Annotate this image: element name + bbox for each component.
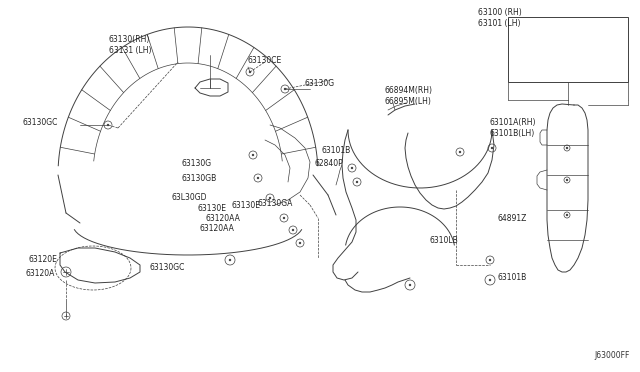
Circle shape (459, 151, 461, 153)
Circle shape (249, 71, 251, 73)
Text: 63120E: 63120E (28, 256, 57, 264)
Text: 63120AA: 63120AA (205, 214, 240, 222)
Text: 63130GC: 63130GC (22, 118, 58, 126)
Text: 66894M(RH)
66895M(LH): 66894M(RH) 66895M(LH) (385, 86, 433, 106)
Text: 63130GA: 63130GA (258, 199, 293, 208)
Circle shape (356, 181, 358, 183)
Text: 63130GC: 63130GC (150, 263, 186, 273)
Text: 63100 (RH)
63101 (LH): 63100 (RH) 63101 (LH) (478, 8, 522, 28)
Text: 63130E: 63130E (197, 203, 226, 212)
Circle shape (292, 229, 294, 231)
Circle shape (489, 279, 491, 281)
Text: 64891Z: 64891Z (498, 214, 527, 222)
Text: 63120A: 63120A (25, 269, 54, 278)
Circle shape (491, 147, 493, 149)
Text: 63130E: 63130E (232, 201, 261, 209)
Text: 62840P: 62840P (315, 158, 344, 167)
Text: 63130G: 63130G (182, 158, 212, 167)
Text: 63120AA: 63120AA (200, 224, 235, 232)
Circle shape (409, 284, 411, 286)
Circle shape (299, 242, 301, 244)
Text: 6310LB: 6310LB (430, 235, 459, 244)
Circle shape (566, 179, 568, 181)
Circle shape (489, 259, 491, 261)
Text: 63L30GD: 63L30GD (172, 192, 207, 202)
Text: 63101B: 63101B (498, 273, 527, 282)
Circle shape (351, 167, 353, 169)
Circle shape (107, 124, 109, 126)
Circle shape (566, 147, 568, 149)
Text: J63000FF: J63000FF (595, 351, 630, 360)
Circle shape (566, 214, 568, 216)
Circle shape (283, 217, 285, 219)
Bar (508, 17, 628, 82)
Circle shape (229, 259, 231, 261)
Circle shape (252, 154, 254, 156)
Circle shape (257, 177, 259, 179)
Text: 63130GB: 63130GB (182, 173, 217, 183)
Text: 63101A(RH)
63101B(LH): 63101A(RH) 63101B(LH) (490, 118, 536, 138)
Circle shape (269, 197, 271, 199)
Text: 63130(RH)
63131 (LH): 63130(RH) 63131 (LH) (109, 35, 151, 55)
Text: 63130CE: 63130CE (248, 55, 282, 64)
Circle shape (284, 88, 286, 90)
Text: 63101B: 63101B (322, 145, 351, 154)
Text: 63130G: 63130G (305, 78, 335, 87)
